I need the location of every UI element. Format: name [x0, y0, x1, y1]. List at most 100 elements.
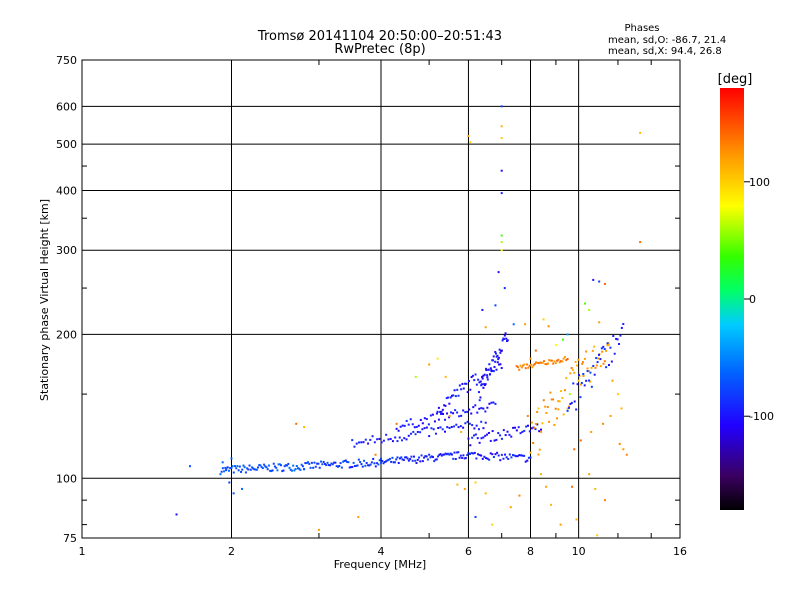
data-point	[352, 461, 355, 464]
data-point	[225, 467, 228, 470]
data-point	[585, 379, 588, 382]
data-point	[519, 454, 522, 457]
data-point	[528, 430, 531, 433]
data-point	[336, 465, 339, 468]
data-point	[244, 471, 247, 474]
data-point	[334, 461, 337, 464]
data-point	[467, 437, 470, 440]
data-point	[487, 368, 490, 371]
data-point	[491, 523, 494, 526]
data-point	[233, 465, 236, 468]
data-point	[237, 469, 240, 472]
data-point	[357, 515, 360, 518]
data-point	[374, 465, 377, 468]
plot-area: 1 2 4 6 8 10 16 75 100 200 300 400 500 600 750	[56, 54, 687, 558]
data-point	[565, 359, 568, 362]
data-point	[485, 369, 488, 372]
data-point	[521, 454, 524, 457]
data-point	[599, 365, 602, 368]
data-point	[562, 413, 565, 416]
data-point	[592, 364, 595, 367]
data-point	[500, 234, 503, 237]
data-point	[175, 513, 178, 516]
data-point	[425, 455, 428, 458]
data-point	[462, 409, 465, 412]
data-point	[229, 467, 232, 470]
data-point	[450, 411, 453, 414]
data-point	[540, 428, 543, 431]
data-point	[458, 384, 461, 387]
data-point	[373, 441, 376, 444]
data-point	[350, 466, 353, 469]
data-point	[502, 429, 505, 432]
data-point	[544, 363, 547, 366]
data-point	[323, 462, 326, 465]
data-point	[492, 359, 495, 362]
data-point	[566, 357, 569, 360]
data-point	[603, 499, 606, 502]
data-point	[474, 481, 477, 484]
x-axis-label: Frequency [MHz]	[334, 558, 426, 571]
data-point	[449, 452, 452, 455]
data-point	[548, 359, 551, 362]
data-point	[414, 459, 417, 462]
data-point	[484, 410, 487, 413]
data-point	[428, 435, 431, 438]
data-point	[545, 485, 548, 488]
data-point	[243, 466, 246, 469]
data-point	[420, 454, 423, 457]
data-point	[484, 457, 487, 460]
data-point	[444, 375, 447, 378]
data-point	[453, 451, 456, 454]
data-point	[439, 426, 442, 429]
data-point	[494, 360, 497, 363]
data-point	[546, 362, 549, 365]
data-point	[476, 411, 479, 414]
y-tick-label: 750	[56, 54, 77, 67]
data-point	[416, 458, 419, 461]
data-point	[289, 468, 292, 471]
stats-line-x: mean, sd,X: 94.4, 26.8	[608, 46, 722, 57]
data-point	[473, 434, 476, 437]
data-point	[483, 373, 486, 376]
data-point	[308, 462, 311, 465]
data-point	[500, 437, 503, 440]
data-point	[448, 453, 451, 456]
data-point	[413, 426, 416, 429]
data-point	[594, 487, 597, 490]
data-point	[231, 465, 234, 468]
data-point	[520, 366, 523, 369]
data-point	[508, 453, 511, 456]
data-point	[611, 379, 614, 382]
data-point	[440, 410, 443, 413]
data-point	[542, 399, 545, 402]
data-point	[484, 383, 487, 386]
data-point	[264, 465, 267, 468]
data-point	[477, 391, 480, 394]
data-point	[347, 461, 350, 464]
data-point	[590, 430, 593, 433]
data-point	[573, 400, 576, 403]
data-point	[317, 462, 320, 465]
stats-line-o: mean, sd,O: -86.7, 21.4	[608, 35, 726, 46]
x-tick-label: 4	[378, 545, 385, 558]
data-point	[266, 468, 269, 471]
data-point	[477, 378, 480, 381]
data-point	[537, 362, 540, 365]
data-point	[528, 364, 531, 367]
data-point	[333, 461, 336, 464]
data-point	[223, 470, 226, 473]
data-point	[317, 528, 320, 531]
data-point	[226, 466, 229, 469]
y-tick-label: 600	[56, 100, 77, 113]
data-point	[457, 451, 460, 454]
data-point	[497, 271, 500, 274]
data-point	[280, 464, 283, 467]
data-point	[412, 430, 415, 433]
data-point	[494, 304, 497, 307]
data-point	[380, 441, 383, 444]
data-point	[437, 427, 440, 430]
data-point	[360, 441, 363, 444]
data-point	[537, 453, 540, 456]
